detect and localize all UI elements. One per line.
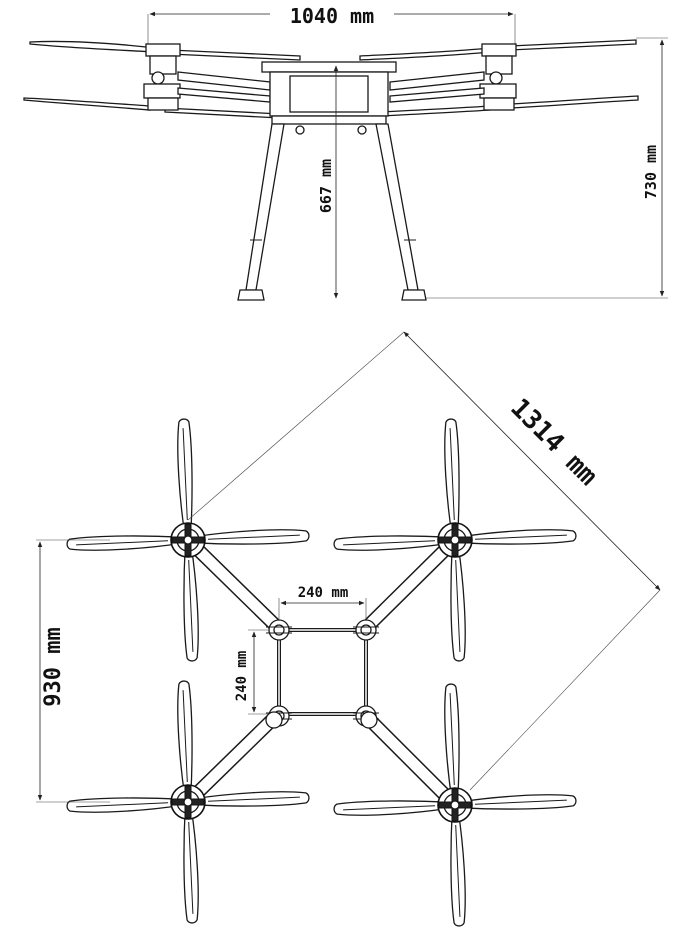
total-height-label: 730 mm	[642, 145, 660, 199]
overall-label: 930 mm	[41, 627, 66, 706]
frame-width-dimension: 240 mm	[278, 585, 367, 620]
frame-width-label: 240 mm	[298, 585, 349, 601]
total-height-dimension: 730 mm	[426, 37, 668, 299]
right-propellers	[359, 39, 639, 117]
top-arms	[181, 533, 462, 812]
frame-height-dimension-top: 240 mm	[234, 629, 270, 715]
top-frame	[265, 619, 380, 729]
diagonal-label: 1314 mm	[504, 393, 603, 492]
frame-height-dimension: 667 mm	[316, 65, 339, 299]
width-dimension: 1040 mm	[147, 4, 516, 46]
top-view: 1314 mm 930 mm 240 mm 240 mm	[36, 331, 661, 926]
landing-gear	[237, 123, 427, 301]
side-body	[261, 61, 397, 135]
side-view: 1040 mm	[23, 4, 668, 301]
left-propellers	[23, 40, 301, 119]
overall-dimension: 930 mm	[36, 539, 110, 803]
side-arms	[177, 71, 485, 103]
frame-height-label: 667 mm	[317, 159, 335, 213]
frame-height-label-top: 240 mm	[234, 651, 250, 702]
width-label: 1040 mm	[290, 4, 374, 28]
